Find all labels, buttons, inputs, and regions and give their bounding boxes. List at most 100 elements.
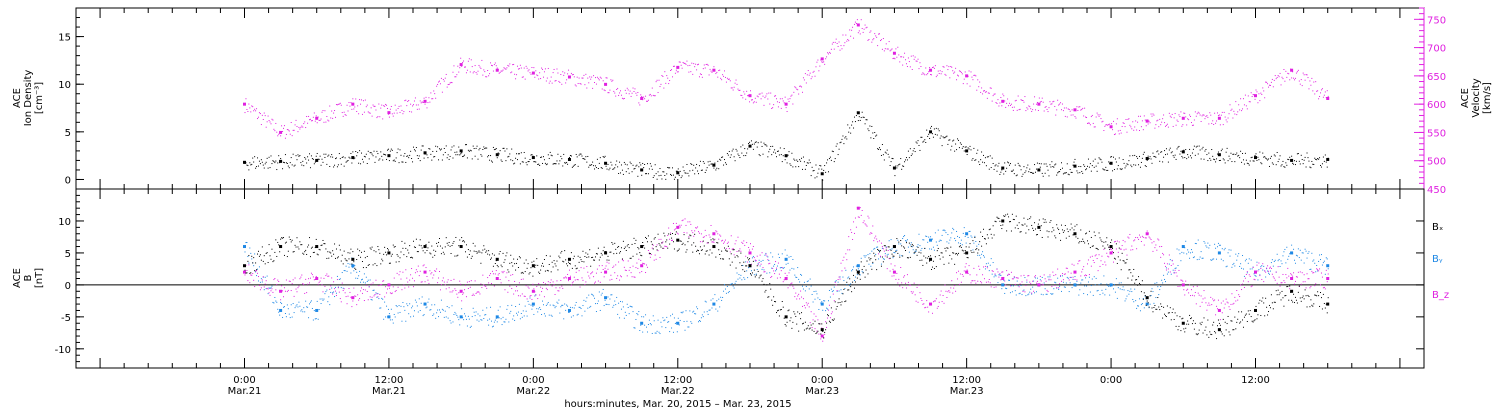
by-series-dot xyxy=(655,332,657,334)
velocity-series-dot xyxy=(968,70,970,72)
bx-series-dot xyxy=(359,250,361,252)
velocity-series-dot xyxy=(890,49,892,51)
density-series-dot xyxy=(614,167,616,169)
velocity-series-dot xyxy=(392,115,394,117)
bx-series-dot xyxy=(371,246,373,248)
density-series-dot xyxy=(334,164,336,166)
by-series-dot xyxy=(599,309,601,311)
density-series-dot xyxy=(703,162,705,164)
density-series-dot xyxy=(853,127,855,129)
velocity-series-dot xyxy=(598,79,600,81)
bz-series-dot xyxy=(838,276,840,278)
velocity-series-dot xyxy=(1158,126,1160,128)
velocity-series-dot xyxy=(283,125,285,127)
bx-series-dot xyxy=(401,240,403,242)
velocity-series-dot xyxy=(1196,113,1198,115)
bx-series-dot xyxy=(305,249,307,251)
density-series-dot xyxy=(1063,172,1065,174)
density-series-dot xyxy=(377,153,379,155)
density-series-dot xyxy=(665,178,667,180)
bz-series-dot xyxy=(1303,274,1305,276)
velocity-series-dot xyxy=(1213,123,1215,125)
bz-series-dot xyxy=(559,287,561,289)
velocity-series-dot xyxy=(1002,93,1004,95)
bz-series-dot xyxy=(996,268,998,270)
density-series-dot xyxy=(350,152,352,154)
bz-series-dot xyxy=(1273,277,1275,279)
bz-series-dot xyxy=(480,283,482,285)
by-series-dot xyxy=(278,311,280,313)
velocity-series-dot xyxy=(733,86,735,88)
bz-series-dot xyxy=(546,289,548,291)
by-series-dot xyxy=(673,317,675,319)
velocity-series-dot xyxy=(1164,122,1166,124)
density-series-dot xyxy=(1286,164,1288,166)
density-series-dot xyxy=(1117,165,1119,167)
velocity-series-dot xyxy=(599,76,601,78)
by-series-dot xyxy=(1104,294,1106,296)
density-series-dot xyxy=(1158,153,1160,155)
velocity-series-dot xyxy=(486,76,488,78)
velocity-series-dot xyxy=(1209,112,1211,114)
bx-series-point xyxy=(640,245,644,249)
by-series-dot xyxy=(855,265,857,267)
by-series-dot xyxy=(1167,271,1169,273)
by-series-dot xyxy=(1090,285,1092,287)
by-series-dot xyxy=(856,274,858,276)
density-series-dot xyxy=(1118,157,1120,159)
bz-series-dot xyxy=(934,300,936,302)
by-series-dot xyxy=(725,292,727,294)
bx-series-dot xyxy=(309,256,311,258)
by-series-dot xyxy=(1276,253,1278,255)
density-series-dot xyxy=(948,139,950,141)
density-series-dot xyxy=(762,153,764,155)
bz-series-dot xyxy=(254,286,256,288)
bz-series-dot xyxy=(1198,294,1200,296)
velocity-series-dot xyxy=(309,118,311,120)
by-series-dot xyxy=(507,305,509,307)
density-series-dot xyxy=(356,155,358,157)
velocity-series-dot xyxy=(311,120,313,122)
velocity-series-dot xyxy=(763,104,765,106)
bz-series-dot xyxy=(836,290,838,292)
density-series-dot xyxy=(1026,167,1028,169)
bz-series-dot xyxy=(963,270,965,272)
density-series-dot xyxy=(488,155,490,157)
velocity-series-dot xyxy=(1189,114,1191,116)
velocity-series-dot xyxy=(566,79,568,81)
bz-series-dot xyxy=(1274,279,1276,281)
velocity-series-dot xyxy=(251,105,253,107)
bz-series-dot xyxy=(495,270,497,272)
velocity-series-dot xyxy=(1015,99,1017,101)
by-series-dot xyxy=(994,274,996,276)
velocity-series-dot xyxy=(520,67,522,69)
by-series-dot xyxy=(905,240,907,242)
velocity-series-dot xyxy=(1255,89,1257,91)
density-series-dot xyxy=(1233,153,1235,155)
density-series-dot xyxy=(863,116,865,118)
by-series-dot xyxy=(1237,255,1239,257)
by-series-dot xyxy=(414,299,416,301)
density-series-dot xyxy=(959,142,961,144)
bz-series-dot xyxy=(810,311,812,313)
by-series-dot xyxy=(551,315,553,317)
bz-series-dot xyxy=(857,216,859,218)
velocity-series-dot xyxy=(818,70,820,72)
velocity-series-dot xyxy=(1180,111,1182,113)
density-series-dot xyxy=(585,156,587,158)
by-series-dot xyxy=(554,307,556,309)
density-series-dot xyxy=(311,158,313,160)
density-series-dot xyxy=(578,154,580,156)
density-series-dot xyxy=(910,155,912,157)
by-series-dot xyxy=(950,237,952,239)
bz-series-dot xyxy=(513,293,515,295)
density-series-dot xyxy=(855,115,857,117)
velocity-series-dot xyxy=(782,100,784,102)
density-series-dot xyxy=(862,116,864,118)
bz-series-dot xyxy=(1017,277,1019,279)
bx-series-dot xyxy=(322,239,324,241)
velocity-series-dot xyxy=(257,118,259,120)
density-series-dot xyxy=(322,161,324,163)
bz-series-dot xyxy=(651,247,653,249)
density-series-dot xyxy=(252,157,254,159)
